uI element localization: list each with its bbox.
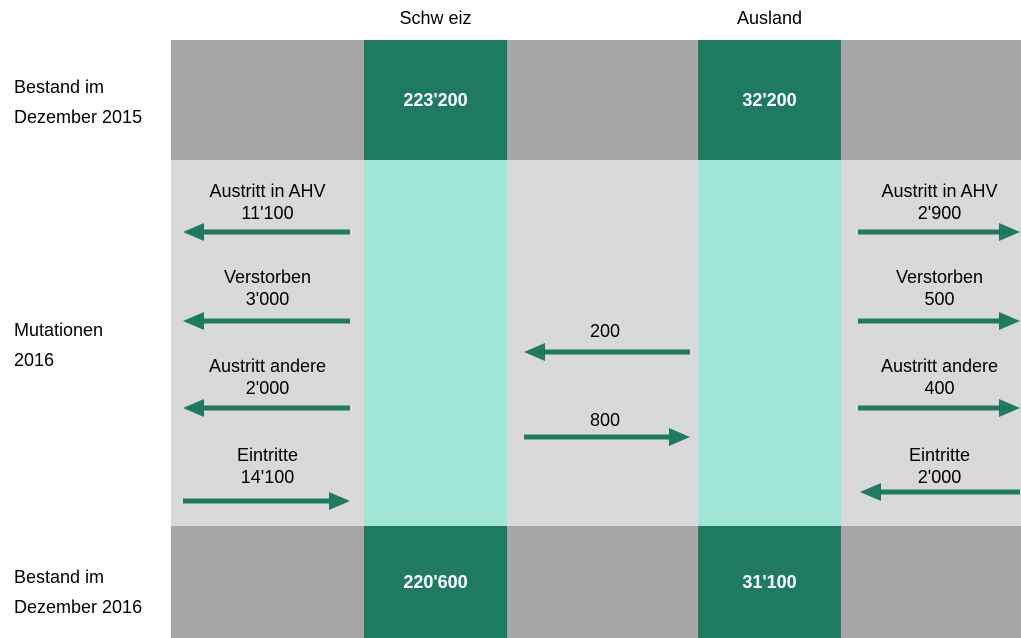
flow-label: Austritt in AHV: [881, 181, 998, 201]
middle-band: [171, 160, 1021, 526]
flow-value: 500: [924, 289, 955, 309]
flow-value: 11'100: [241, 203, 294, 223]
row-label-bestand-2015: Bestand im Dezember 2015: [14, 72, 142, 132]
transfer-ausland-to-schweiz: 200: [540, 320, 670, 342]
flow-label: Eintritte: [908, 445, 971, 465]
flow-value: 14'100: [240, 467, 295, 487]
schweiz-2015-total: 223'200: [364, 40, 507, 160]
flow-label: Austritt andere: [208, 356, 327, 376]
flow-label: Verstorben: [895, 267, 984, 287]
arrow-left-icon: [524, 343, 690, 361]
row-label-bestand-2016: Bestand im Dezember 2016: [14, 562, 142, 622]
arrow-right-icon: [858, 399, 1020, 417]
flow-value: 400: [924, 378, 955, 398]
schweiz-flow-verstorben: Verstorben 3'000: [180, 266, 355, 310]
arrow-left-icon: [183, 312, 350, 330]
transfer-value: 200: [589, 321, 621, 341]
row-label-line: Bestand im: [14, 567, 105, 587]
flow-value: 2'900: [917, 203, 962, 223]
bottom-band: [171, 526, 1021, 638]
schweiz-flow-austritt-ahv: Austritt in AHV 11'100: [180, 180, 355, 224]
row-label-mutationen: Mutationen 2016: [14, 315, 103, 375]
ausland-column: [698, 160, 841, 526]
flow-label: Eintritte: [236, 445, 299, 465]
schweiz-2016-total: 220'600: [364, 526, 507, 638]
arrow-left-icon: [860, 483, 1020, 501]
top-band: [171, 40, 1021, 160]
schweiz-column: [364, 160, 507, 526]
row-label-line: Dezember 2015: [14, 107, 143, 127]
arrow-right-icon: [183, 492, 350, 510]
arrow-left-icon: [183, 223, 350, 241]
schweiz-flow-austritt-andere: Austritt andere 2'000: [180, 355, 355, 399]
flow-value: 2'000: [245, 378, 290, 398]
ausland-2016-total: 31'100: [698, 526, 841, 638]
transfer-value: 800: [589, 410, 621, 430]
arrow-right-icon: [858, 223, 1020, 241]
row-label-line: Mutationen: [14, 320, 104, 340]
arrow-right-icon: [858, 312, 1020, 330]
arrow-left-icon: [183, 399, 350, 417]
arrow-right-icon: [524, 428, 690, 446]
ausland-2015-total: 32'200: [698, 40, 841, 160]
ausland-flow-eintritte: Eintritte 2'000: [852, 444, 1021, 488]
flow-label: Austritt andere: [880, 356, 999, 376]
column-title-schweiz: Schw eiz: [399, 8, 472, 28]
flow-value: 3'000: [245, 289, 290, 309]
ausland-flow-austritt-andere: Austritt andere 400: [852, 355, 1021, 399]
flow-value: 2'000: [917, 467, 962, 487]
ausland-flow-verstorben: Verstorben 500: [852, 266, 1021, 310]
flow-label: Verstorben: [223, 267, 312, 287]
row-label-line: Bestand im: [14, 77, 105, 97]
ausland-flow-austritt-ahv: Austritt in AHV 2'900: [852, 180, 1021, 224]
row-label-line: Dezember 2016: [14, 597, 143, 617]
row-label-line: 2016: [14, 350, 55, 370]
schweiz-flow-eintritte: Eintritte 14'100: [180, 444, 355, 488]
transfer-schweiz-to-ausland: 800: [540, 409, 670, 431]
column-title-ausland: Ausland: [736, 8, 803, 28]
flow-label: Austritt in AHV: [209, 181, 326, 201]
